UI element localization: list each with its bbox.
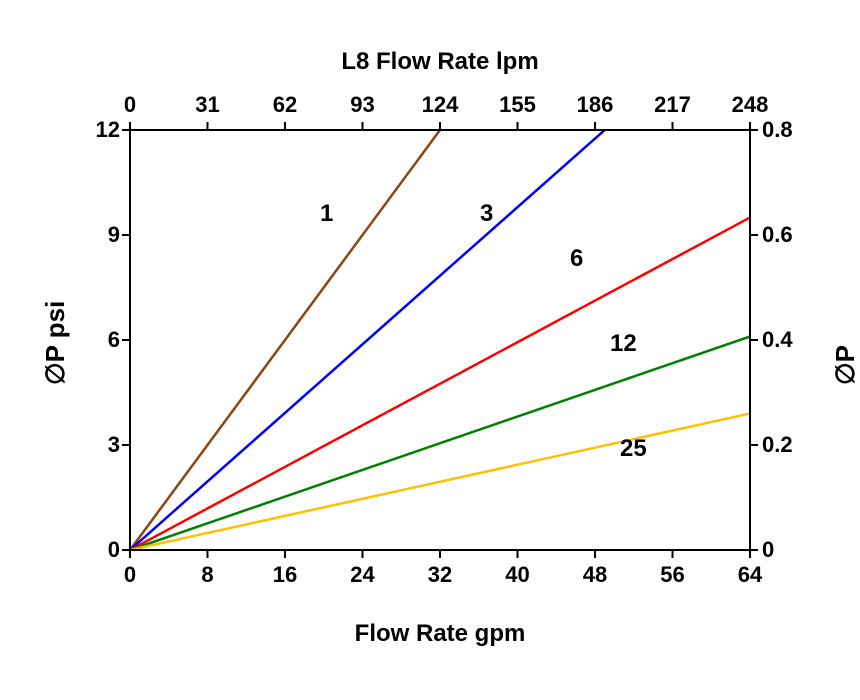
tick-label: 0.4 (762, 327, 812, 353)
tick-label: 0 (762, 537, 812, 563)
tick-label: 64 (720, 562, 780, 588)
tick-label: 40 (488, 562, 548, 588)
tick-label: 93 (333, 92, 393, 118)
tick-label: 3 (70, 432, 120, 458)
y-left-label: ∅P psi (40, 301, 71, 385)
series-label-25: 25 (620, 435, 647, 463)
tick-label: 6 (70, 327, 120, 353)
tick-label: 0 (70, 537, 120, 563)
y-right-label: ∅P bar (830, 345, 860, 385)
series-label-1: 1 (320, 200, 333, 228)
tick-label: 155 (488, 92, 548, 118)
tick-label: 16 (255, 562, 315, 588)
tick-label: 9 (70, 222, 120, 248)
tick-label: 56 (643, 562, 703, 588)
tick-label: 124 (410, 92, 470, 118)
series-label-3: 3 (480, 200, 493, 228)
tick-label: 0 (100, 562, 160, 588)
tick-label: 24 (333, 562, 393, 588)
tick-label: 0 (100, 92, 160, 118)
tick-label: 48 (565, 562, 625, 588)
tick-label: 8 (178, 562, 238, 588)
series-label-12: 12 (610, 330, 637, 358)
tick-label: 12 (70, 117, 120, 143)
tick-label: 32 (410, 562, 470, 588)
x-bottom-label: Flow Rate gpm (130, 620, 750, 648)
tick-label: 31 (178, 92, 238, 118)
tick-label: 248 (720, 92, 780, 118)
tick-label: 186 (565, 92, 625, 118)
tick-label: 0.6 (762, 222, 812, 248)
pressure-flow-chart: L8 Flow Rate lpm Flow Rate gpm ∅P psi ∅P… (0, 0, 860, 700)
tick-label: 217 (643, 92, 703, 118)
tick-label: 0.2 (762, 432, 812, 458)
tick-label: 62 (255, 92, 315, 118)
tick-label: 0.8 (762, 117, 812, 143)
series-label-6: 6 (570, 245, 583, 273)
